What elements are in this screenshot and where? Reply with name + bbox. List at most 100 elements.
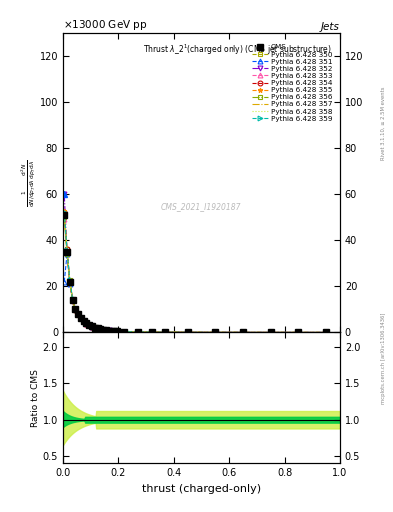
Pythia 6.428 357 [135, 329, 140, 335]
Pythia 6.428 351 [296, 329, 301, 335]
Pythia 6.428 357 [268, 329, 273, 335]
Pythia 6.428 354 [114, 328, 119, 334]
Pythia 6.428 350 [79, 315, 83, 322]
Pythia 6.428 351 [87, 322, 92, 328]
Pythia 6.428 355 [68, 280, 72, 286]
Pythia 6.428 356 [98, 326, 103, 332]
Pythia 6.428 357 [79, 315, 83, 322]
Pythia 6.428 352 [241, 329, 245, 335]
Pythia 6.428 358 [149, 329, 154, 335]
Pythia 6.428 355 [70, 297, 75, 303]
Pythia 6.428 352 [149, 329, 154, 335]
Pythia 6.428 359 [103, 327, 108, 333]
CMS [65, 249, 70, 255]
Pythia 6.428 350 [65, 246, 70, 252]
Pythia 6.428 355 [241, 329, 245, 335]
Pythia 6.428 351 [112, 328, 116, 334]
Pythia 6.428 359 [70, 296, 75, 302]
Pythia 6.428 356 [112, 328, 116, 334]
Pythia 6.428 354 [101, 327, 105, 333]
CMS [268, 329, 273, 335]
Pythia 6.428 354 [121, 329, 126, 335]
Text: Thrust $\lambda\_2^1$(charged only) (CMS jet substructure): Thrust $\lambda\_2^1$(charged only) (CMS… [143, 42, 332, 57]
Pythia 6.428 358 [98, 326, 103, 332]
Pythia 6.428 356 [114, 328, 119, 334]
Pythia 6.428 354 [98, 326, 103, 332]
Pythia 6.428 353 [101, 327, 105, 333]
Pythia 6.428 352 [98, 326, 103, 332]
Pythia 6.428 350 [135, 329, 140, 335]
Pythia 6.428 358 [95, 325, 100, 331]
Pythia 6.428 356 [149, 329, 154, 335]
Pythia 6.428 357 [163, 329, 168, 335]
CMS [114, 328, 119, 334]
Pythia 6.428 352 [68, 278, 72, 284]
Pythia 6.428 359 [112, 328, 116, 334]
Pythia 6.428 358 [109, 328, 114, 334]
Pythia 6.428 353 [296, 329, 301, 335]
Text: CMS_2021_I1920187: CMS_2021_I1920187 [161, 202, 242, 211]
Pythia 6.428 351 [268, 329, 273, 335]
Pythia 6.428 357 [76, 311, 81, 317]
Pythia 6.428 357 [62, 211, 67, 218]
CMS [76, 311, 81, 317]
Pythia 6.428 358 [163, 329, 168, 335]
Pythia 6.428 351 [241, 329, 245, 335]
Pythia 6.428 350 [296, 329, 301, 335]
Pythia 6.428 355 [213, 329, 218, 335]
X-axis label: thrust (charged-only): thrust (charged-only) [142, 484, 261, 494]
Pythia 6.428 350 [268, 329, 273, 335]
Pythia 6.428 351 [76, 311, 81, 317]
Pythia 6.428 353 [90, 324, 94, 330]
Pythia 6.428 357 [81, 317, 86, 324]
CMS [121, 329, 126, 335]
Pythia 6.428 355 [79, 315, 83, 321]
Pythia 6.428 352 [70, 297, 75, 304]
Pythia 6.428 359 [135, 329, 140, 335]
Pythia 6.428 352 [79, 315, 83, 322]
Pythia 6.428 352 [87, 322, 92, 328]
Pythia 6.428 354 [213, 329, 218, 335]
Pythia 6.428 356 [73, 307, 78, 313]
Line: Pythia 6.428 358: Pythia 6.428 358 [64, 211, 326, 332]
Pythia 6.428 355 [92, 325, 97, 331]
Pythia 6.428 355 [268, 329, 273, 335]
Pythia 6.428 355 [106, 328, 111, 334]
Pythia 6.428 352 [109, 328, 114, 334]
Pythia 6.428 350 [87, 322, 92, 328]
Pythia 6.428 353 [70, 297, 75, 303]
Pythia 6.428 356 [324, 329, 329, 335]
Pythia 6.428 355 [84, 321, 89, 327]
Pythia 6.428 358 [241, 329, 245, 335]
Pythia 6.428 353 [62, 216, 67, 222]
Pythia 6.428 357 [213, 329, 218, 335]
Pythia 6.428 353 [135, 329, 140, 335]
Pythia 6.428 353 [149, 329, 154, 335]
Pythia 6.428 359 [81, 318, 86, 324]
Pythia 6.428 355 [76, 311, 81, 317]
Pythia 6.428 355 [114, 328, 119, 334]
Pythia 6.428 358 [92, 325, 97, 331]
Pythia 6.428 354 [62, 209, 67, 215]
Pythia 6.428 350 [90, 324, 94, 330]
Pythia 6.428 358 [103, 327, 108, 333]
Pythia 6.428 350 [101, 327, 105, 333]
Pythia 6.428 357 [109, 328, 114, 334]
Pythia 6.428 359 [68, 278, 72, 284]
Pythia 6.428 359 [73, 306, 78, 312]
Text: Jets: Jets [321, 22, 340, 32]
CMS [324, 329, 329, 335]
Pythia 6.428 356 [241, 329, 245, 335]
CMS [84, 320, 89, 326]
Pythia 6.428 352 [62, 191, 67, 198]
Pythia 6.428 359 [114, 328, 119, 334]
Pythia 6.428 353 [73, 306, 78, 312]
Pythia 6.428 354 [79, 315, 83, 321]
Pythia 6.428 351 [324, 329, 329, 335]
Pythia 6.428 356 [84, 320, 89, 326]
Pythia 6.428 351 [149, 329, 154, 335]
Pythia 6.428 354 [70, 298, 75, 304]
Pythia 6.428 354 [296, 329, 301, 335]
Pythia 6.428 351 [81, 318, 86, 325]
Pythia 6.428 356 [101, 327, 105, 333]
